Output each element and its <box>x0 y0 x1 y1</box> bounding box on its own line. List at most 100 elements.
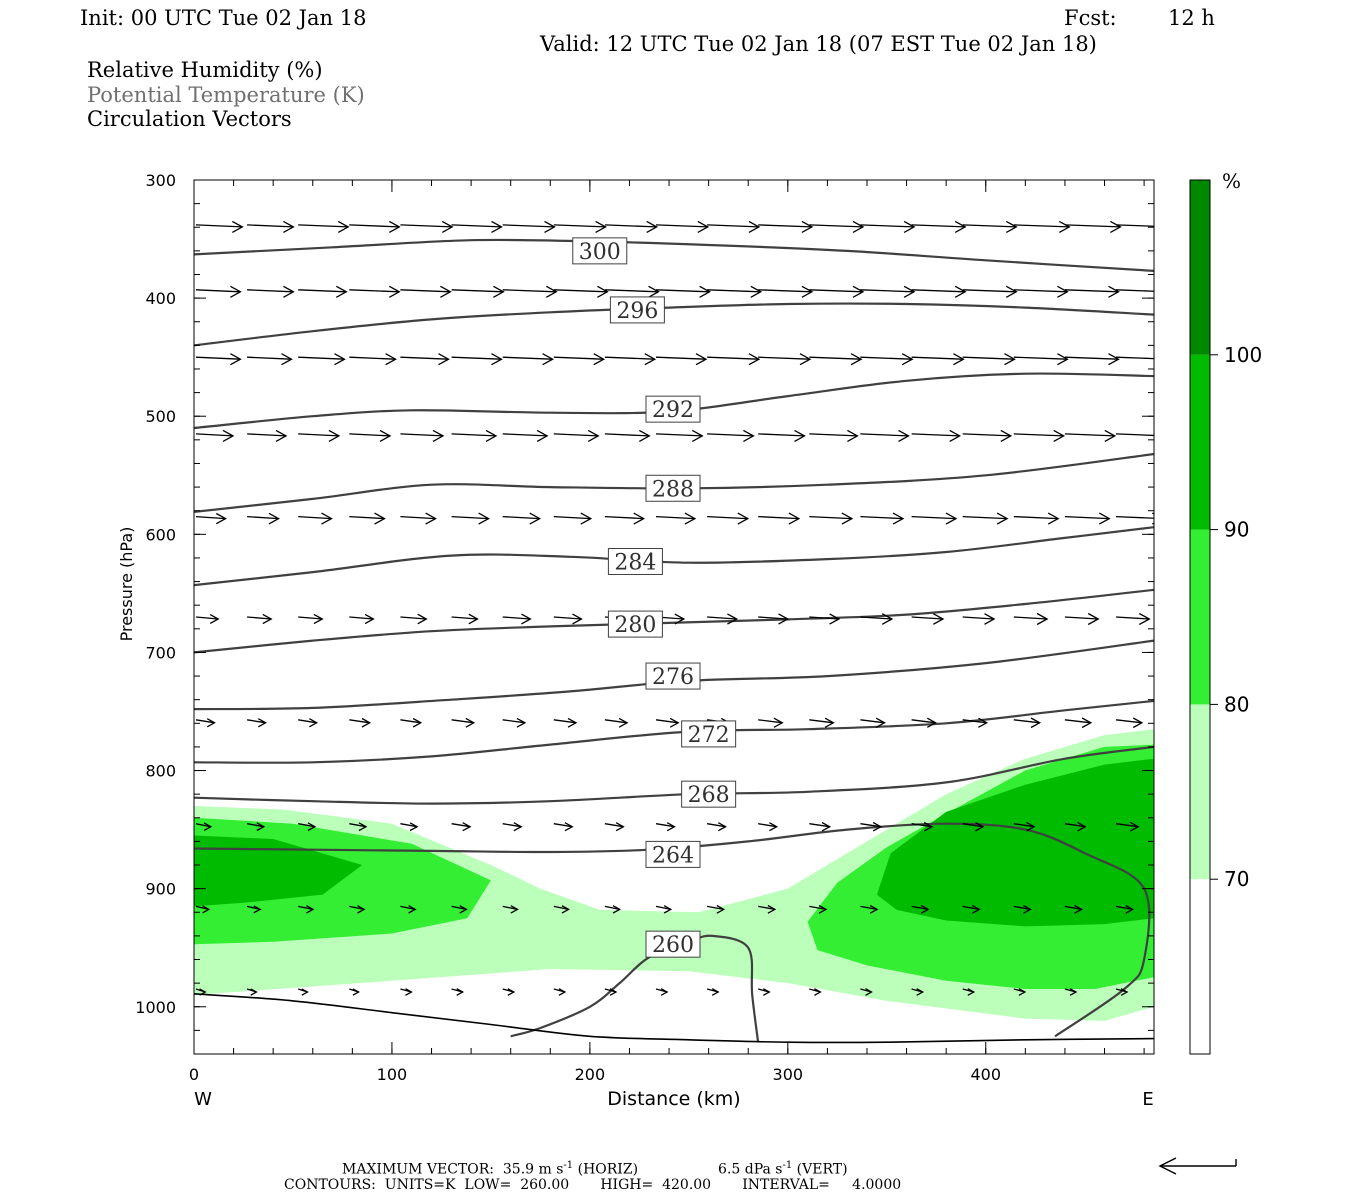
vector-layer <box>195 220 1154 996</box>
vector-arrow <box>809 220 865 233</box>
vector-arrow <box>758 220 814 233</box>
vector-arrow <box>707 429 755 442</box>
vector-arrow <box>247 285 295 298</box>
vector-arrow <box>860 904 879 914</box>
vector-arrow <box>400 905 417 914</box>
vector-arrow <box>706 988 720 996</box>
vector-arrow <box>911 717 937 728</box>
y-tick-label: 600 <box>145 525 176 544</box>
theta-label-272: 272 <box>681 720 737 748</box>
theta-contour-284 <box>194 526 1154 587</box>
colorbar: 70 80 90 100% <box>1189 169 1262 1055</box>
vector-arrow <box>707 613 739 625</box>
vector-arrow <box>1013 220 1071 233</box>
rh-fill-layer <box>194 729 1154 1021</box>
theta-label-284: 284 <box>607 547 663 575</box>
y-tick-label: 300 <box>145 171 176 190</box>
vector-arrow <box>655 822 676 832</box>
vector-arrow <box>1064 821 1087 832</box>
vector-arrow <box>809 717 835 728</box>
vector-arrow <box>502 429 549 442</box>
vector-arrow <box>655 220 710 233</box>
forecast-hour: 12 h <box>1168 6 1215 30</box>
max-vector-text: MAXIMUM VECTOR: 35.9 m s-1 (HORIZ) 6.5 dP… <box>342 1160 848 1178</box>
theta-label-280: 280 <box>607 610 663 638</box>
y-tick-label: 500 <box>145 407 176 426</box>
vector-arrow <box>1115 512 1154 525</box>
svg-text:292: 292 <box>652 398 694 423</box>
vector-arrow <box>400 429 445 442</box>
vector-arrow <box>1115 904 1135 914</box>
vector-arrow <box>604 429 651 442</box>
vector-arrow <box>349 717 372 728</box>
vector-arrow <box>911 220 967 233</box>
vector-arrow <box>553 285 609 298</box>
vector-arrow <box>195 614 220 624</box>
vector-arrow <box>809 429 859 442</box>
vector-arrow <box>1064 220 1122 233</box>
vector-arrow <box>758 613 790 625</box>
field-theta-label: Potential Temperature (K) <box>87 83 365 107</box>
vector-arrow <box>604 822 625 832</box>
vector-arrow <box>604 905 622 914</box>
vector-arrow <box>1064 612 1100 626</box>
vector-arrow <box>298 905 315 914</box>
vector-arrow <box>911 821 934 832</box>
vector-arrow <box>298 512 333 525</box>
vector-arrow <box>758 512 801 525</box>
vector-arrow <box>809 988 822 996</box>
vector-arrow <box>1013 429 1066 442</box>
vector-arrow <box>809 904 828 914</box>
contour-label-layer: 300 296 292 288 284 280 276 272 268 264 260 <box>572 237 737 958</box>
vector-arrow <box>962 904 981 914</box>
vector-arrow <box>1064 353 1120 366</box>
vector-arrow <box>502 285 558 298</box>
vector-arrow <box>758 429 806 442</box>
vector-arrow <box>1013 512 1060 525</box>
vector-arrow <box>1115 717 1144 729</box>
vector-arrow <box>247 512 280 525</box>
vector-arrow <box>400 717 423 728</box>
vector-arrow <box>604 512 646 525</box>
vector-arrow <box>502 353 554 366</box>
vector-arrow <box>400 822 419 832</box>
vector-arrow <box>195 285 242 298</box>
vector-arrow <box>1013 988 1027 996</box>
colorbar-label: 90 <box>1224 518 1249 542</box>
vector-arrow <box>451 613 479 625</box>
vector-arrow <box>246 905 262 914</box>
vector-arrow <box>400 353 450 366</box>
vector-arrow <box>502 988 516 996</box>
theta-label-264: 264 <box>645 840 701 868</box>
svg-text:272: 272 <box>688 723 730 748</box>
vector-arrow <box>553 220 607 233</box>
forecast-label: Fcst: <box>1064 6 1117 30</box>
x-tick-label: 0 <box>189 1065 199 1084</box>
theta-label-268: 268 <box>681 780 737 808</box>
vector-arrow <box>758 822 779 832</box>
surface-line <box>194 993 1154 1044</box>
plot-frame <box>193 179 1155 1055</box>
vector-arrow <box>962 220 1018 233</box>
vector-arrow <box>349 285 401 298</box>
vector-arrow <box>553 822 574 832</box>
x-tick-label: 300 <box>773 1065 804 1084</box>
y-tick-label: 900 <box>145 880 176 899</box>
vector-arrow <box>246 718 267 728</box>
vector-arrow <box>707 285 763 298</box>
vector-arrow <box>400 512 437 525</box>
vector-arrow <box>604 220 659 233</box>
vector-arrow <box>962 353 1016 366</box>
vector-arrow <box>1115 988 1129 996</box>
vector-arrow <box>502 220 556 233</box>
vector-arrow <box>553 988 567 996</box>
vector-arrow <box>655 353 708 366</box>
svg-text:280: 280 <box>614 613 656 638</box>
field-vectors-label: Circulation Vectors <box>87 107 292 131</box>
vector-arrow <box>911 613 945 625</box>
reference-vector-icon <box>1158 1157 1237 1175</box>
theta-contour-layer <box>194 238 1154 1044</box>
vector-arrow <box>1115 224 1154 227</box>
vector-arrow <box>195 512 227 525</box>
vector-arrow <box>911 353 965 366</box>
